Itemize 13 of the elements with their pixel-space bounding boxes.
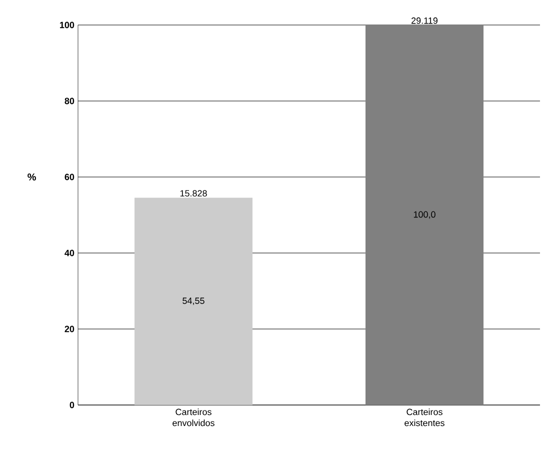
y-tick-label: 80 <box>64 98 74 104</box>
annotation: 15.828 <box>180 190 207 197</box>
y-tick-label: 40 <box>64 250 74 256</box>
data-label: 100,0 <box>414 211 436 219</box>
y-tick-label: 20 <box>64 326 74 332</box>
x-tick-label: Carteiros envolvidos <box>172 408 214 426</box>
y-tick-label: 60 <box>64 174 74 180</box>
data-label: 54,55 <box>182 298 204 306</box>
y-tick-label: 100 <box>60 22 74 28</box>
x-tick-label: Carteiros existentes <box>404 408 444 426</box>
y-tick-label: 0 <box>70 402 74 408</box>
annotation: 29.119 <box>412 17 438 24</box>
y-axis-title: % <box>28 173 36 181</box>
